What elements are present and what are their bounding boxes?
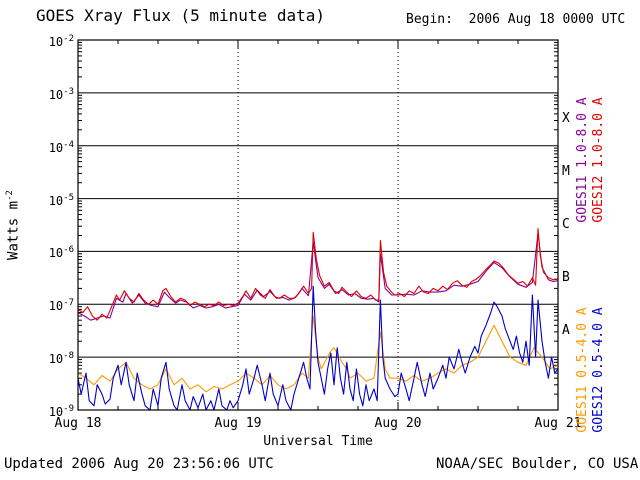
y-tick-label: 10-2 [48, 34, 74, 49]
legend-goes12-short: GOES12 0.5-4.0 A [591, 307, 606, 433]
series-goes11-1-0-8-0-a [77, 232, 559, 321]
y-tick-label: 10-5 [48, 192, 74, 208]
x-tick-label: Aug 21 [534, 416, 582, 431]
series-goes11-0-5-4-0-a [77, 315, 559, 393]
legend-goes12-long: GOES12 1.0-8.0 A [591, 97, 606, 223]
legend-goes11-short: GOES11 0.5-4.0 A [575, 307, 590, 433]
flare-class-label: M [562, 164, 570, 180]
x-tick-label: Aug 18 [54, 416, 102, 431]
y-tick-label: 10-9 [48, 404, 74, 419]
y-axis-label-base: Watts m [5, 200, 22, 260]
series-goes12-0-5-4-0-a [77, 285, 559, 411]
source-attribution: NOAA/SEC Boulder, CO USA [436, 456, 639, 472]
x-axis-label: Universal Time [263, 434, 373, 449]
x-tick-label: Aug 19 [214, 416, 262, 431]
legend-goes11-long: GOES11 1.0-8.0 A [575, 97, 590, 223]
flare-class-label: X [562, 111, 570, 127]
y-tick-label: 10-4 [48, 139, 74, 155]
y-axis-label-exponent: -2 [5, 190, 15, 201]
flare-class-label: C [562, 217, 570, 232]
page-title: GOES Xray Flux (5 minute data) [36, 6, 325, 25]
flare-class-label: B [562, 269, 570, 285]
y-tick-label: 10-8 [48, 351, 74, 367]
updated-timestamp: Updated 2006 Aug 20 23:56:06 UTC [4, 456, 274, 472]
y-tick-label: 10-6 [48, 245, 74, 261]
y-tick-label: 10-3 [48, 86, 74, 102]
flare-class-label: A [562, 322, 570, 338]
y-tick-label: 10-7 [48, 298, 74, 314]
x-tick-label: Aug 20 [374, 416, 422, 431]
y-axis-label: Watts m-2 [5, 165, 23, 285]
series-goes12-1-0-8-0-a [77, 228, 559, 321]
begin-time-label: Begin: 2006 Aug 18 0000 UTC [406, 12, 626, 27]
